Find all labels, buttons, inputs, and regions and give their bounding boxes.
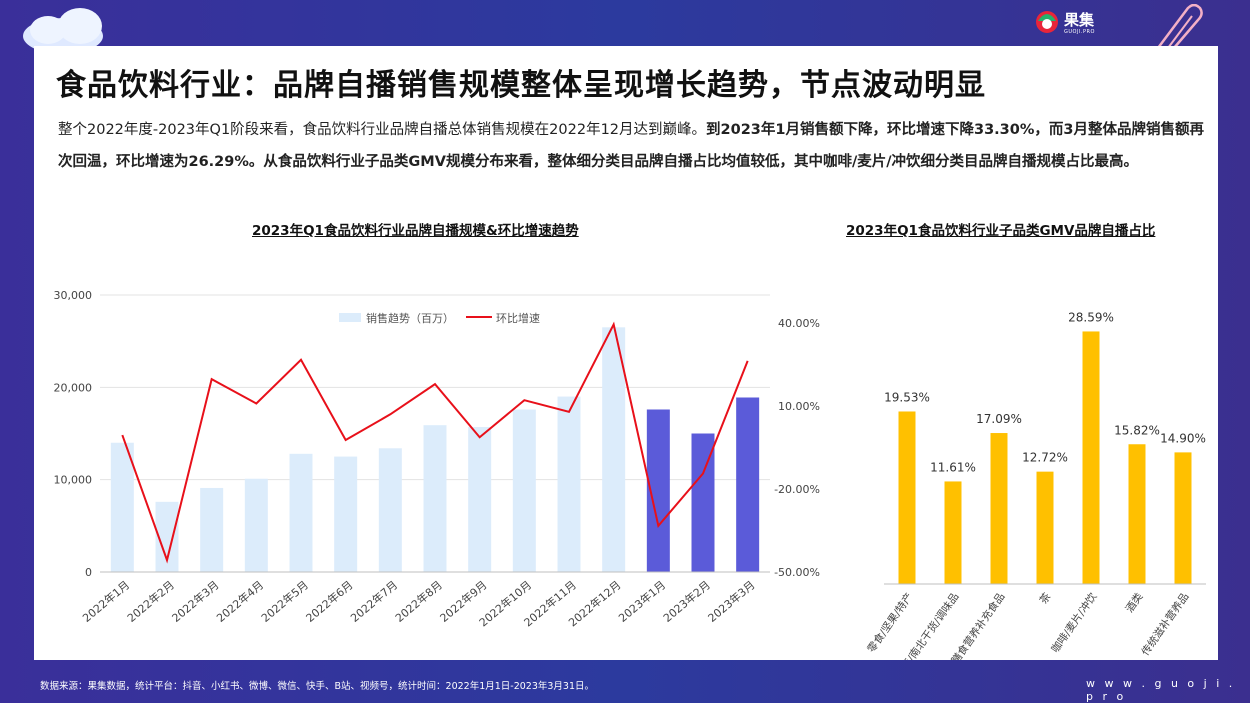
- summary-paragraph: 整个2022年度-2023年Q1阶段来看，食品饮料行业品牌自播总体销售规模在20…: [58, 114, 1208, 178]
- content-card: 食品饮料行业：品牌自播销售规模整体呈现增长趋势，节点波动明显 整个2022年度-…: [34, 46, 1218, 660]
- bar-2022年6月: [334, 456, 358, 572]
- chart1-title: 2023年Q1食品饮料行业品牌自播规模&环比增速趋势: [252, 223, 579, 239]
- share-bar: [1082, 331, 1100, 584]
- bar-2022年11月: [557, 396, 581, 572]
- left-axis-tick-label: 10,000: [54, 474, 93, 487]
- category-tick-label: 茶: [1037, 590, 1054, 606]
- x-tick-label: 2023年1月: [616, 578, 669, 625]
- category-tick-label: 咖啡/麦片/冲饮: [1049, 590, 1100, 655]
- share-bar: [944, 481, 962, 584]
- chart2-title: 2023年Q1食品饮料行业子品类GMV品牌自播占比: [846, 223, 1156, 239]
- right-axis-tick-label: 40.00%: [778, 317, 820, 330]
- legend-label-sales: 销售趋势（百万）: [366, 311, 454, 325]
- share-value-label: 19.53%: [884, 390, 930, 404]
- bar-2022年5月: [289, 453, 313, 572]
- share-value-label: 14.90%: [1160, 431, 1206, 445]
- bar-2022年12月: [602, 327, 626, 572]
- x-tick-label: 2022年2月: [124, 578, 177, 625]
- x-tick-label: 2022年4月: [214, 578, 267, 625]
- bar-2022年3月: [200, 487, 224, 572]
- share-bar: [1128, 444, 1146, 584]
- guoji-logo-icon: [1036, 11, 1058, 33]
- cloud-decoration: [23, 8, 103, 54]
- right-axis-tick-label: -50.00%: [774, 566, 820, 579]
- share-bar: [1036, 471, 1054, 584]
- x-tick-label: 2023年3月: [705, 578, 758, 625]
- summary-part-1: 整个2022年度-2023年Q1阶段来看，食品饮料行业品牌自播总体销售规模在20…: [58, 122, 707, 138]
- trend-chart: 0 10,000 20,000 30,000 -50.00% -20.00% 10.00% 4…: [54, 289, 821, 629]
- category-share-chart: 19.53%零食/坚果/特产11.61%粮油米面/南北干货/调味品17.09%保…: [865, 310, 1206, 660]
- bar-2022年4月: [244, 478, 268, 572]
- brand-logo: 果集 GUOJI.PRO: [1034, 8, 1095, 36]
- bar-2022年1月: [110, 442, 134, 572]
- share-value-label: 12.72%: [1022, 451, 1068, 465]
- bar-2022年10月: [512, 409, 536, 572]
- x-tick-label: 2022年3月: [169, 578, 222, 625]
- bar-2022年9月: [468, 427, 492, 572]
- bar-2023年2月: [691, 433, 715, 572]
- x-tick-label: 2022年5月: [258, 578, 311, 625]
- page-title: 食品饮料行业：品牌自播销售规模整体呈现增长趋势，节点波动明显: [56, 68, 986, 103]
- bar-2023年1月: [646, 409, 670, 572]
- bar-2022年7月: [378, 448, 402, 572]
- brand-name: 果集: [1064, 10, 1095, 29]
- website-url: w w w . g u o j i . p r o: [1086, 677, 1236, 703]
- legend-swatch-sales: [339, 313, 361, 322]
- x-tick-label: 2022年1月: [80, 578, 133, 625]
- share-bar: [898, 411, 916, 584]
- paperclip-decoration: [1157, 4, 1203, 49]
- x-tick-label: 2022年6月: [303, 578, 356, 625]
- bar-2023年3月: [736, 397, 760, 572]
- category-tick-label: 传统滋补营养品: [1139, 590, 1192, 658]
- share-value-label: 28.59%: [1068, 310, 1114, 324]
- share-value-label: 17.09%: [976, 412, 1022, 426]
- category-tick-label: 零食/坚果/特产: [865, 590, 916, 655]
- bar-2022年2月: [155, 501, 179, 572]
- share-value-label: 15.82%: [1114, 423, 1160, 437]
- left-axis-tick-label: 0: [85, 566, 92, 579]
- brand-sub: GUOJI.PRO: [1064, 28, 1095, 35]
- left-axis-tick-label: 30,000: [54, 289, 93, 302]
- x-tick-label: 2022年7月: [348, 578, 401, 625]
- share-bar: [1174, 452, 1192, 584]
- share-value-label: 11.61%: [930, 460, 976, 474]
- left-axis-tick-label: 20,000: [54, 381, 93, 394]
- share-bar: [990, 433, 1008, 584]
- x-tick-label: 2022年8月: [392, 578, 445, 625]
- x-tick-label: 2023年2月: [660, 578, 713, 625]
- growth-line: [121, 321, 749, 564]
- data-source-note: 数据来源：果集数据，统计平台：抖音、小红书、微博、微信、快手、B站、视频号，统计…: [40, 681, 595, 692]
- summary-part-2: 到2023年1月销售额下降，环比增速下降33.30%，而3月整体品牌销售额再次回…: [58, 122, 1204, 170]
- category-tick-label: 酒类: [1123, 590, 1146, 615]
- right-axis-tick-label: -20.00%: [774, 483, 820, 496]
- bar-2022年8月: [423, 425, 447, 572]
- right-axis-tick-label: 10.00%: [778, 400, 820, 413]
- legend-label-growth: 环比增速: [496, 311, 540, 325]
